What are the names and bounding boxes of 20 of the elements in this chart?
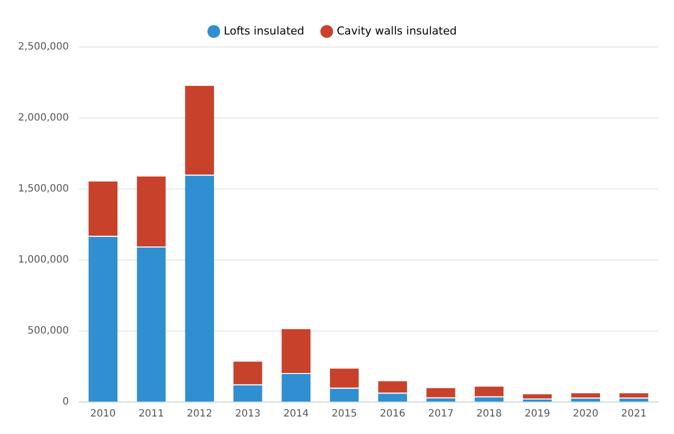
y-tick-label: 2,000,000 xyxy=(18,112,69,124)
x-tick-label: 2018 xyxy=(476,408,502,420)
x-tick-label: 2012 xyxy=(186,408,212,420)
x-tick-label: 2019 xyxy=(524,408,550,420)
y-tick-label: 500,000 xyxy=(28,326,69,337)
x-tick-label: 2021 xyxy=(621,408,647,420)
x-tick-label: 2020 xyxy=(572,408,598,420)
y-tick-label: 1,500,000 xyxy=(18,184,69,195)
x-tick-label: 2011 xyxy=(138,408,164,420)
x-tick-label: 2013 xyxy=(235,408,261,420)
x-tick-label: 2016 xyxy=(380,408,406,420)
y-tick-label: 0 xyxy=(62,396,69,408)
legend-label: Cavity walls insulated xyxy=(336,24,457,38)
x-tick-label: 2017 xyxy=(428,408,454,420)
legend-label: Lofts insulated xyxy=(224,24,304,38)
y-tick-label: 1,000,000 xyxy=(18,254,69,266)
y-tick-label: 2,500,000 xyxy=(18,42,69,53)
x-tick-label: 2015 xyxy=(332,408,358,420)
x-tick-label: 2014 xyxy=(283,408,309,420)
x-tick-label: 2010 xyxy=(90,408,116,420)
